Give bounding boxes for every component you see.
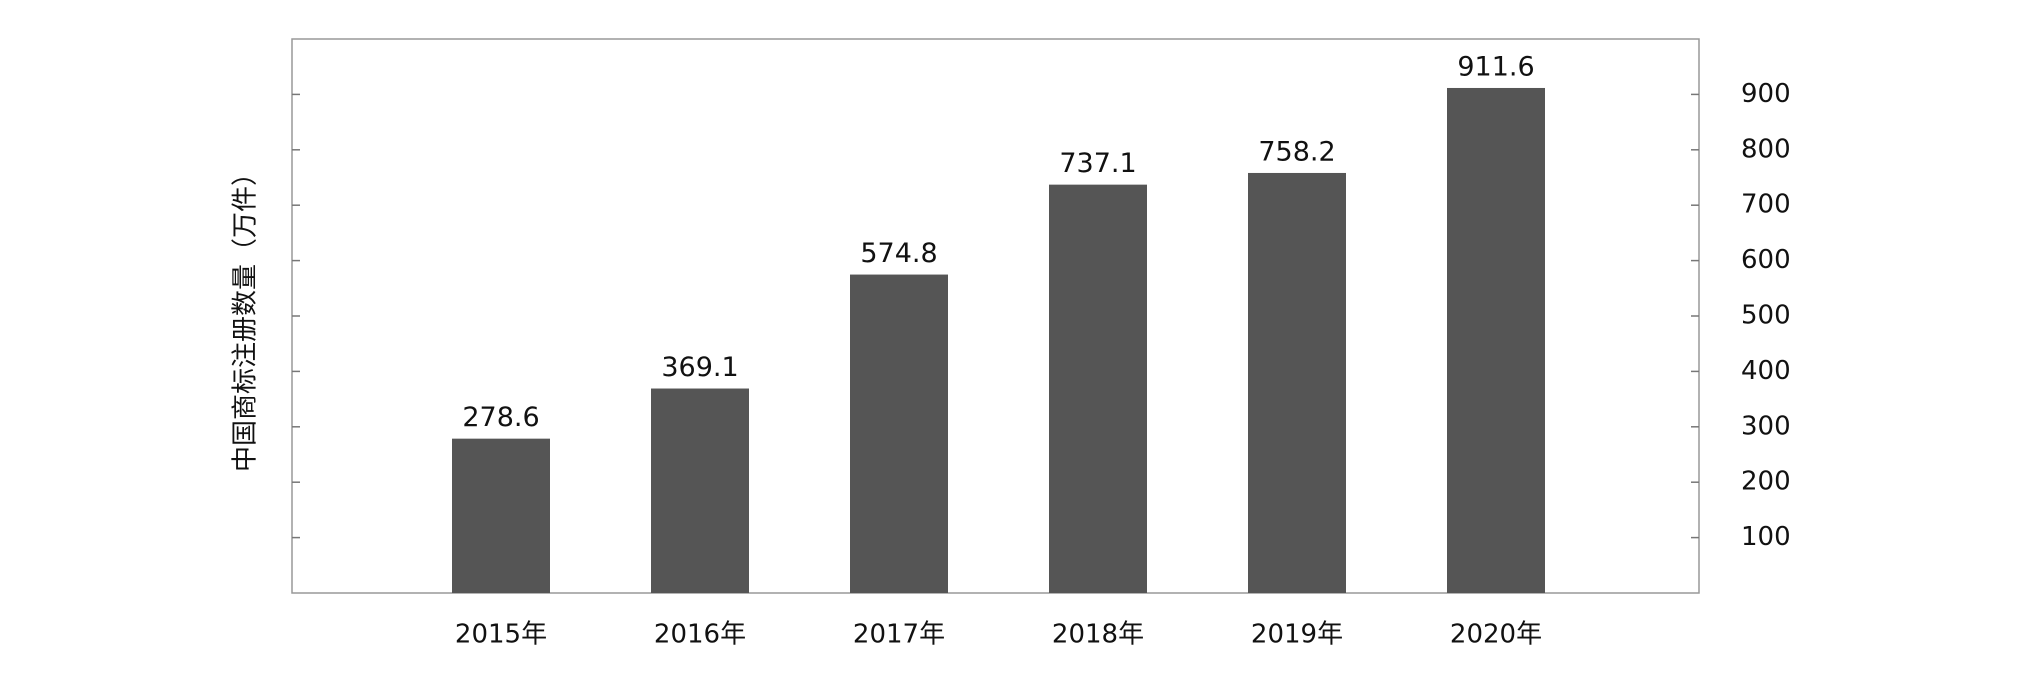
x-tick-label: 2018年	[1052, 620, 1144, 650]
bar	[1447, 87, 1545, 593]
bar	[1049, 184, 1147, 593]
y-tick-label: 900	[1741, 79, 1791, 109]
y-tick-label: 100	[1741, 522, 1791, 552]
y-tick-label: 700	[1741, 190, 1791, 220]
value-label: 369.1	[661, 352, 738, 383]
value-label: 574.8	[860, 238, 937, 269]
x-tick-label: 2019年	[1251, 620, 1343, 650]
y-tick-label: 600	[1741, 245, 1791, 275]
y-tick-label: 400	[1741, 356, 1791, 386]
bar	[651, 388, 749, 593]
value-label: 911.6	[1457, 51, 1534, 82]
bar	[850, 274, 948, 593]
x-tick-label: 2016年	[654, 620, 746, 650]
y-tick-label: 200	[1741, 467, 1791, 497]
value-label: 278.6	[462, 402, 539, 433]
bar	[452, 438, 550, 593]
y-tick-label: 800	[1741, 134, 1791, 164]
x-tick-label: 2017年	[853, 620, 945, 650]
y-axis-label: 中国商标注册数量（万件）	[231, 160, 261, 472]
y-tick-label: 300	[1741, 411, 1791, 441]
value-label: 758.2	[1258, 136, 1335, 167]
value-label: 737.1	[1059, 148, 1136, 179]
x-tick-label: 2020年	[1450, 620, 1542, 650]
bar	[1248, 172, 1346, 593]
x-tick-label: 2015年	[455, 620, 547, 650]
y-tick-label: 500	[1741, 301, 1791, 331]
